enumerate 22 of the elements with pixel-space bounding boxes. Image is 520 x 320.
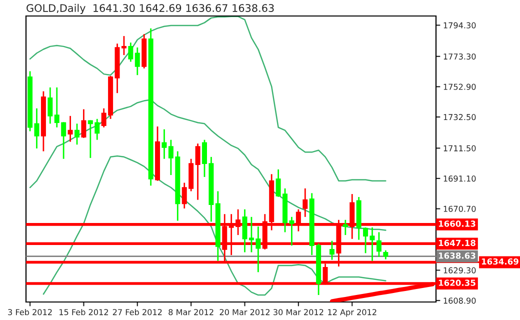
ref-line-label: 1620.35 — [438, 280, 476, 286]
y-tick-label: 1691.10 — [444, 176, 476, 182]
y-tick-label: 1670.70 — [444, 206, 476, 212]
ref-line-label: 1638.63 — [438, 252, 476, 259]
y-tick-label: 1752.90 — [444, 84, 476, 90]
x-tick-label: 20 Mar 2012 — [220, 309, 270, 316]
x-tick-label: 3 Feb 2012 — [8, 308, 52, 316]
y-tick-label: 1608.90 — [444, 298, 476, 304]
ref-line-label: 1634.69 — [482, 258, 518, 265]
x-tick-label: 8 Mar 2012 — [168, 309, 214, 316]
ref-line-label: 1647.18 — [438, 240, 476, 246]
ref-line-label: 1660.13 — [438, 220, 476, 227]
x-tick-label: 27 Feb 2012 — [112, 308, 162, 316]
y-tick-label: 1629.30 — [444, 267, 476, 274]
y-tick-label: 1711.50 — [444, 145, 476, 152]
chart-title: GOLD,Daily 1641.30 1642.69 1636.67 1638.63 — [26, 4, 274, 14]
y-tick-label: 1732.50 — [444, 114, 476, 120]
y-tick-label: 1794.30 — [444, 22, 476, 28]
x-tick-label: 12 Apr 2012 — [328, 309, 376, 317]
y-tick-label: 1773.30 — [444, 53, 476, 60]
x-tick-label: 15 Feb 2012 — [60, 308, 108, 316]
x-tick-label: 30 Mar 2012 — [274, 309, 324, 316]
